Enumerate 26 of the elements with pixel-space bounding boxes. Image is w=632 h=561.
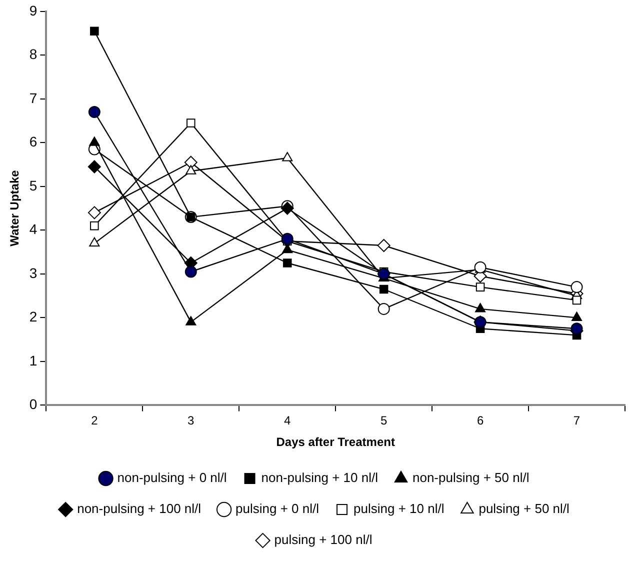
legend-label: non-pulsing + 10 nl/l (261, 470, 378, 486)
y-tick-label: 7 (29, 90, 38, 106)
legend-label: pulsing + 50 nl/l (478, 501, 570, 516)
y-tick-label: 4 (29, 221, 38, 238)
x-tick-label: 6 (476, 414, 484, 428)
legend-label: pulsing + 0 nl/l (236, 501, 320, 516)
y-tick-label: 0 (29, 396, 38, 412)
y-tick-label: 5 (29, 177, 38, 194)
legend-label: non-pulsing + 0 nl/l (117, 470, 227, 486)
y-tick-label: 1 (29, 352, 38, 368)
x-axis-title: Days after Treatment (276, 435, 395, 450)
legend-label: pulsing + 100 nl/l (274, 532, 372, 548)
y-tick-label: 8 (29, 46, 38, 62)
x-tick-label: 5 (380, 414, 388, 428)
x-tick-label: 3 (188, 414, 195, 428)
y-tick-label: 2 (29, 308, 38, 325)
legend-label: non-pulsing + 50 nl/l (412, 470, 530, 486)
legend-label: non-pulsing + 100 nl/l (77, 501, 202, 516)
x-tick-label: 2 (91, 414, 98, 428)
y-axis-title: Water Uptake (8, 170, 22, 246)
y-tick-label: 6 (29, 134, 38, 150)
x-tick-label: 7 (573, 414, 580, 428)
legend-label: pulsing + 10 nl/l (354, 501, 444, 516)
y-tick-label: 9 (29, 2, 38, 18)
x-tick-label: 4 (284, 414, 292, 428)
y-tick-label: 3 (29, 264, 38, 281)
